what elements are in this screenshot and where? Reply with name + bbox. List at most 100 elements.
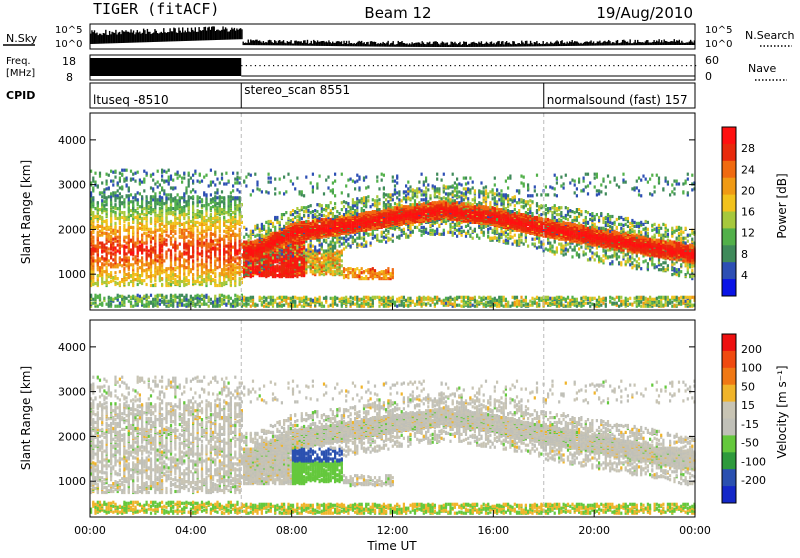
power-cell [225, 303, 227, 306]
noise-bar [541, 44, 542, 46]
noise-bar [224, 29, 225, 39]
power-cell [250, 300, 252, 303]
noise-bar [527, 44, 528, 47]
power-cell [192, 205, 194, 208]
power-cell [106, 261, 108, 264]
nave-dot [604, 65, 605, 66]
power-cell [170, 237, 172, 240]
power-cell [199, 222, 201, 225]
power-cell [268, 220, 270, 223]
power-cell [132, 173, 134, 176]
power-cell [103, 263, 105, 266]
power-cell [117, 207, 119, 210]
power-cell [228, 219, 230, 222]
noise-bar [464, 42, 465, 47]
power-cell [312, 188, 314, 191]
nave-dot [268, 65, 269, 66]
power-cell [137, 211, 139, 214]
noise-bar [474, 43, 475, 47]
nave-dot [672, 65, 673, 66]
power-cell [239, 218, 241, 221]
power-cell [97, 201, 99, 204]
noise-bar [570, 42, 571, 46]
noise-bar [546, 42, 547, 46]
noise-bar [413, 44, 414, 47]
power-cell [205, 264, 207, 267]
power-cell [181, 223, 183, 226]
noise-bar [196, 32, 197, 41]
power-cell [114, 230, 116, 233]
power-cell [143, 170, 145, 173]
noise-bar [452, 42, 453, 47]
noise-bar [691, 41, 692, 45]
power-cell [141, 195, 143, 198]
power-cell [285, 226, 287, 229]
noise-bar [511, 44, 512, 46]
power-cell [123, 214, 125, 217]
power-cell [281, 304, 283, 307]
noise-bar [338, 41, 339, 46]
power-cell [110, 198, 112, 201]
power-cell [265, 297, 267, 300]
noise-bar [186, 32, 187, 41]
power-cell [141, 205, 143, 208]
noise-bar [399, 42, 400, 47]
power-cell [161, 205, 163, 208]
power-cell [197, 255, 199, 258]
noise-bar [332, 42, 333, 46]
nave-dot [377, 65, 378, 66]
power-cell [148, 205, 150, 208]
noise-bar [477, 44, 478, 47]
power-cell [212, 301, 214, 304]
power-cell [223, 182, 225, 185]
power-cell [108, 301, 110, 304]
noise-bar [390, 43, 391, 47]
power-cell [219, 294, 221, 297]
power-cell [296, 215, 298, 218]
noise-bar [438, 44, 439, 47]
power-cell [170, 198, 172, 201]
noise-bar [566, 42, 567, 46]
nave-dot [677, 65, 678, 66]
power-cell [292, 182, 294, 185]
power-cell [170, 193, 172, 196]
noise-bar [648, 42, 649, 45]
power-cell [303, 210, 305, 213]
power-cell [128, 237, 130, 240]
noise-bar [323, 41, 324, 46]
power-cell [117, 249, 119, 252]
power-cell [270, 233, 272, 236]
noise-bar [274, 40, 275, 45]
power-cell [192, 180, 194, 183]
noise-bar [229, 31, 230, 39]
power-cell [183, 177, 185, 180]
power-cell [170, 186, 172, 189]
power-cell [121, 169, 123, 172]
power-cell [194, 303, 196, 306]
power-cell [256, 187, 258, 190]
power-cell [276, 274, 278, 277]
power-cell [134, 278, 136, 281]
nave-dot [468, 65, 469, 66]
power-cell [157, 272, 159, 275]
noise-bar [515, 44, 516, 47]
power-cell [301, 241, 303, 244]
power-cell [265, 221, 267, 224]
noise-bar [667, 42, 668, 45]
power-cell [157, 294, 159, 297]
power-cell [225, 211, 227, 214]
power-cell [216, 209, 218, 212]
power-cell [148, 253, 150, 256]
power-cell [216, 196, 218, 199]
power-cell [236, 172, 238, 175]
power-cell [163, 180, 165, 183]
power-cell [154, 195, 156, 198]
noise-bar [171, 31, 172, 41]
noise-bar [302, 43, 303, 46]
power-cell [114, 246, 116, 249]
noise-bar [675, 42, 676, 45]
noise-bar [674, 39, 675, 45]
noise-bar [264, 43, 265, 46]
power-cell [172, 295, 174, 298]
noise-bar [437, 42, 438, 47]
